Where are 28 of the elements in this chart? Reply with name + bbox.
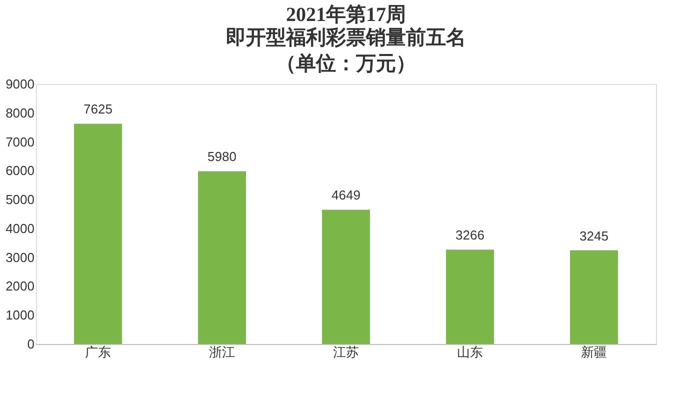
text: （单位：万元）	[276, 52, 416, 75]
y-tick-label: 8000	[6, 105, 34, 120]
x-tick-label: 广东	[85, 344, 111, 360]
x-tick-label: 山东	[457, 344, 483, 360]
data-label: 5980	[208, 149, 236, 164]
x-tick-label: 浙江	[209, 344, 235, 360]
y-tick-label: 9000	[6, 76, 34, 92]
x-tick-label: 新疆	[581, 344, 607, 360]
bar	[322, 210, 370, 344]
bar	[570, 250, 618, 344]
y-tick-label: 2000	[6, 278, 34, 294]
y-tick-label: 7000	[6, 134, 34, 150]
data-label: 7625	[84, 102, 112, 117]
y-tick-label: 0	[27, 336, 34, 352]
y-tick-label: 1000	[6, 308, 34, 323]
data-label: 3245	[580, 228, 608, 244]
y-tick-label: 3000	[6, 250, 34, 265]
chart-title: 2021年第17周	[286, 4, 406, 26]
chart-subtitle: 即开型福利彩票销量前五名	[226, 26, 466, 49]
y-tick-label: 6000	[6, 163, 34, 178]
x-tick-label: 江苏	[333, 344, 359, 360]
data-label: 3266	[456, 228, 484, 243]
y-tick-label: 5000	[6, 192, 34, 208]
bar	[74, 124, 122, 344]
y-tick-label: 4000	[6, 220, 34, 236]
bar	[446, 250, 494, 344]
data-label: 4649	[332, 188, 360, 203]
bar	[198, 171, 246, 344]
